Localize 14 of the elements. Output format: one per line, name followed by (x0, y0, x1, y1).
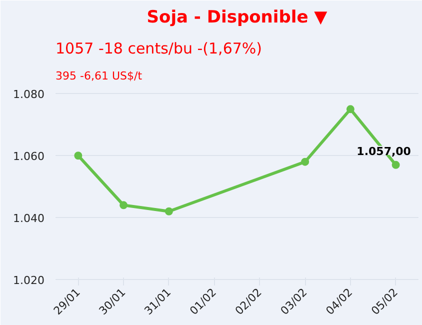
point (392, 160, 400, 169)
point (346, 105, 354, 114)
y-tick-label: 1.060 (13, 150, 45, 164)
point (120, 201, 128, 210)
point (74, 152, 82, 160)
point (301, 158, 310, 166)
y-tick-label: 1.040 (13, 212, 45, 226)
chart-subtitle: 1057 -18 cents/bu -(1,67%) (56, 40, 262, 58)
y-tick-label: 1.020 (13, 274, 45, 287)
chart-title: Soja - Disponible ▼ (146, 8, 328, 28)
annotation: 1.057,00 (356, 144, 412, 158)
y-tick-label: 1.080 (13, 88, 45, 102)
text: 395 -6,61 US$/t (56, 70, 143, 82)
point (164, 207, 173, 216)
